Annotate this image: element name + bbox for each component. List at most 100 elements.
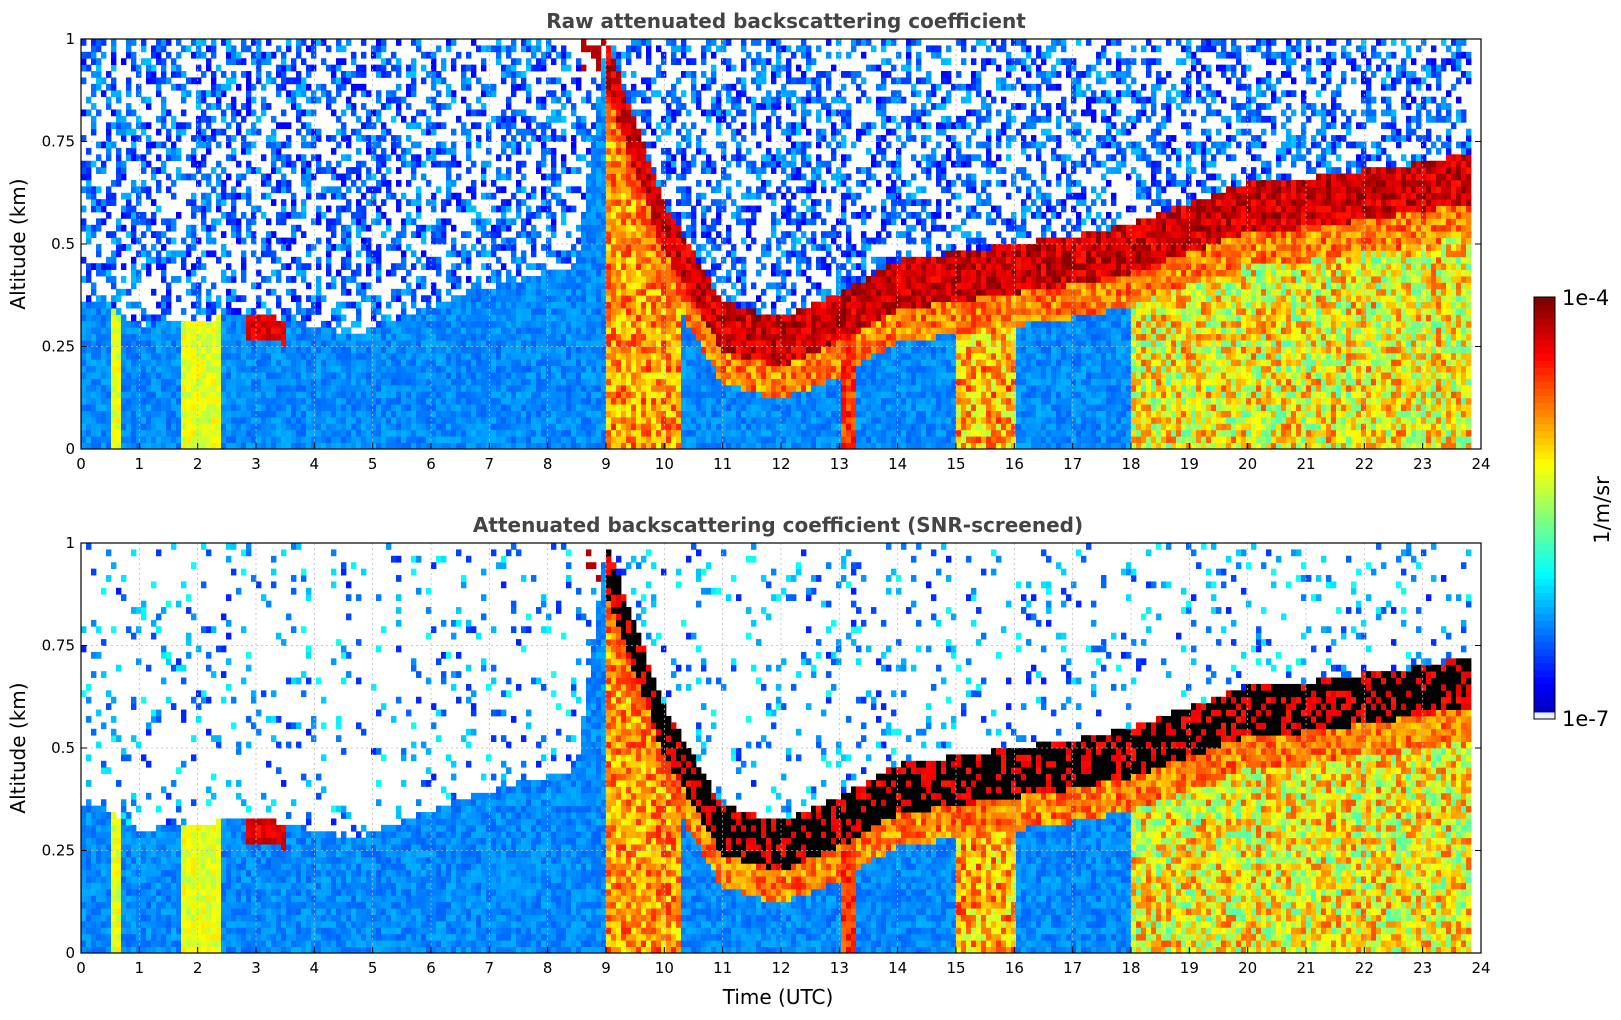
heatmap-cell bbox=[136, 366, 141, 373]
heatmap-cell bbox=[141, 391, 146, 398]
heatmap-cell bbox=[321, 385, 326, 392]
heatmap-cell bbox=[171, 148, 176, 155]
heatmap-cell bbox=[81, 276, 86, 283]
heatmap-cell bbox=[271, 353, 276, 360]
heatmap-cell bbox=[466, 372, 471, 379]
heatmap-cell bbox=[126, 206, 131, 213]
heatmap-cell bbox=[481, 379, 486, 386]
heatmap-cell bbox=[151, 65, 156, 72]
heatmap-cell bbox=[146, 142, 151, 149]
heatmap-cell bbox=[241, 359, 246, 366]
heatmap-cell bbox=[456, 417, 461, 424]
heatmap-cell bbox=[356, 372, 361, 379]
heatmap-cell bbox=[336, 314, 341, 321]
heatmap-cell bbox=[276, 148, 281, 155]
heatmap-cell bbox=[206, 45, 211, 52]
heatmap-cell bbox=[226, 404, 231, 411]
heatmap-cell bbox=[281, 372, 286, 379]
heatmap-cell bbox=[406, 244, 411, 251]
heatmap-cell bbox=[226, 135, 231, 142]
heatmap-cell bbox=[486, 327, 491, 334]
heatmap-cell bbox=[126, 109, 131, 116]
heatmap-cell bbox=[271, 250, 276, 257]
heatmap-cell bbox=[371, 398, 376, 405]
heatmap-cell bbox=[176, 423, 181, 430]
heatmap-cell bbox=[366, 391, 371, 398]
heatmap-cell bbox=[341, 443, 346, 450]
heatmap-cell bbox=[231, 135, 236, 142]
heatmap-cell bbox=[416, 340, 421, 347]
heatmap-cell bbox=[491, 250, 496, 257]
heatmap-cell bbox=[246, 71, 251, 78]
heatmap-cell bbox=[281, 58, 286, 65]
heatmap-cell bbox=[451, 295, 456, 302]
heatmap-cell bbox=[166, 372, 171, 379]
heatmap-cell bbox=[101, 411, 106, 418]
heatmap-cell bbox=[261, 359, 266, 366]
heatmap-cell bbox=[406, 385, 411, 392]
heatmap-cell bbox=[341, 347, 346, 354]
heatmap-cell bbox=[156, 327, 161, 334]
heatmap-cell bbox=[516, 353, 521, 360]
heatmap-cell bbox=[136, 90, 141, 97]
heatmap-cell bbox=[126, 411, 131, 418]
heatmap-cell bbox=[511, 238, 516, 245]
heatmap-cell bbox=[386, 327, 391, 334]
heatmap-cell bbox=[146, 58, 151, 65]
heatmap-cell bbox=[371, 391, 376, 398]
heatmap-cell bbox=[131, 334, 136, 341]
heatmap-cell bbox=[201, 404, 206, 411]
heatmap-cell bbox=[251, 52, 256, 59]
heatmap-cell bbox=[206, 231, 211, 238]
heatmap-cell bbox=[86, 327, 91, 334]
heatmap-cell bbox=[496, 244, 501, 251]
heatmap-cell bbox=[496, 295, 501, 302]
heatmap-cell bbox=[451, 359, 456, 366]
heatmap-cell bbox=[286, 398, 291, 405]
heatmap-cell bbox=[386, 218, 391, 225]
heatmap-cell bbox=[466, 340, 471, 347]
heatmap-cell bbox=[371, 257, 376, 264]
heatmap-cell bbox=[371, 417, 376, 424]
heatmap-cell bbox=[496, 398, 501, 405]
heatmap-cell bbox=[441, 302, 446, 309]
heatmap-cell bbox=[511, 218, 516, 225]
heatmap-cell bbox=[406, 436, 411, 443]
heatmap-cell bbox=[246, 379, 251, 386]
heatmap-cell bbox=[416, 109, 421, 116]
heatmap-cell bbox=[251, 206, 256, 213]
heatmap-cell bbox=[416, 314, 421, 321]
heatmap-cell bbox=[151, 257, 156, 264]
heatmap-cell bbox=[496, 167, 501, 174]
heatmap-cell bbox=[326, 270, 331, 277]
heatmap-cell bbox=[411, 314, 416, 321]
heatmap-cell bbox=[191, 39, 196, 46]
heatmap-cell bbox=[411, 250, 416, 257]
heatmap-cell bbox=[336, 423, 341, 430]
heatmap-cell bbox=[431, 77, 436, 84]
heatmap-cell bbox=[86, 423, 91, 430]
heatmap-cell bbox=[126, 45, 131, 52]
heatmap-cell bbox=[201, 174, 206, 181]
heatmap-cell bbox=[246, 411, 251, 418]
heatmap-cell bbox=[141, 423, 146, 430]
heatmap-cell bbox=[486, 289, 491, 296]
heatmap-cell bbox=[511, 250, 516, 257]
heatmap-cell bbox=[276, 321, 281, 328]
heatmap-cell bbox=[376, 218, 381, 225]
heatmap-cell bbox=[516, 212, 521, 219]
heatmap-cell bbox=[186, 225, 191, 232]
heatmap-cell bbox=[166, 174, 171, 181]
heatmap-cell bbox=[251, 250, 256, 257]
heatmap-cell bbox=[296, 372, 301, 379]
heatmap-cell bbox=[276, 334, 281, 341]
heatmap-cell bbox=[396, 385, 401, 392]
heatmap-cell bbox=[151, 417, 156, 424]
heatmap-cell bbox=[486, 379, 491, 386]
heatmap-cell bbox=[271, 411, 276, 418]
heatmap-cell bbox=[401, 372, 406, 379]
heatmap-cell bbox=[346, 71, 351, 78]
heatmap-cell bbox=[446, 398, 451, 405]
heatmap-cell bbox=[501, 174, 506, 181]
heatmap-cell bbox=[156, 411, 161, 418]
